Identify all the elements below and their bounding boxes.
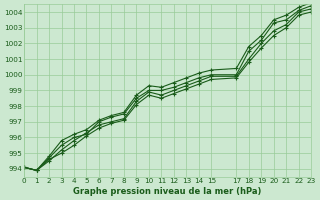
X-axis label: Graphe pression niveau de la mer (hPa): Graphe pression niveau de la mer (hPa) — [74, 187, 262, 196]
